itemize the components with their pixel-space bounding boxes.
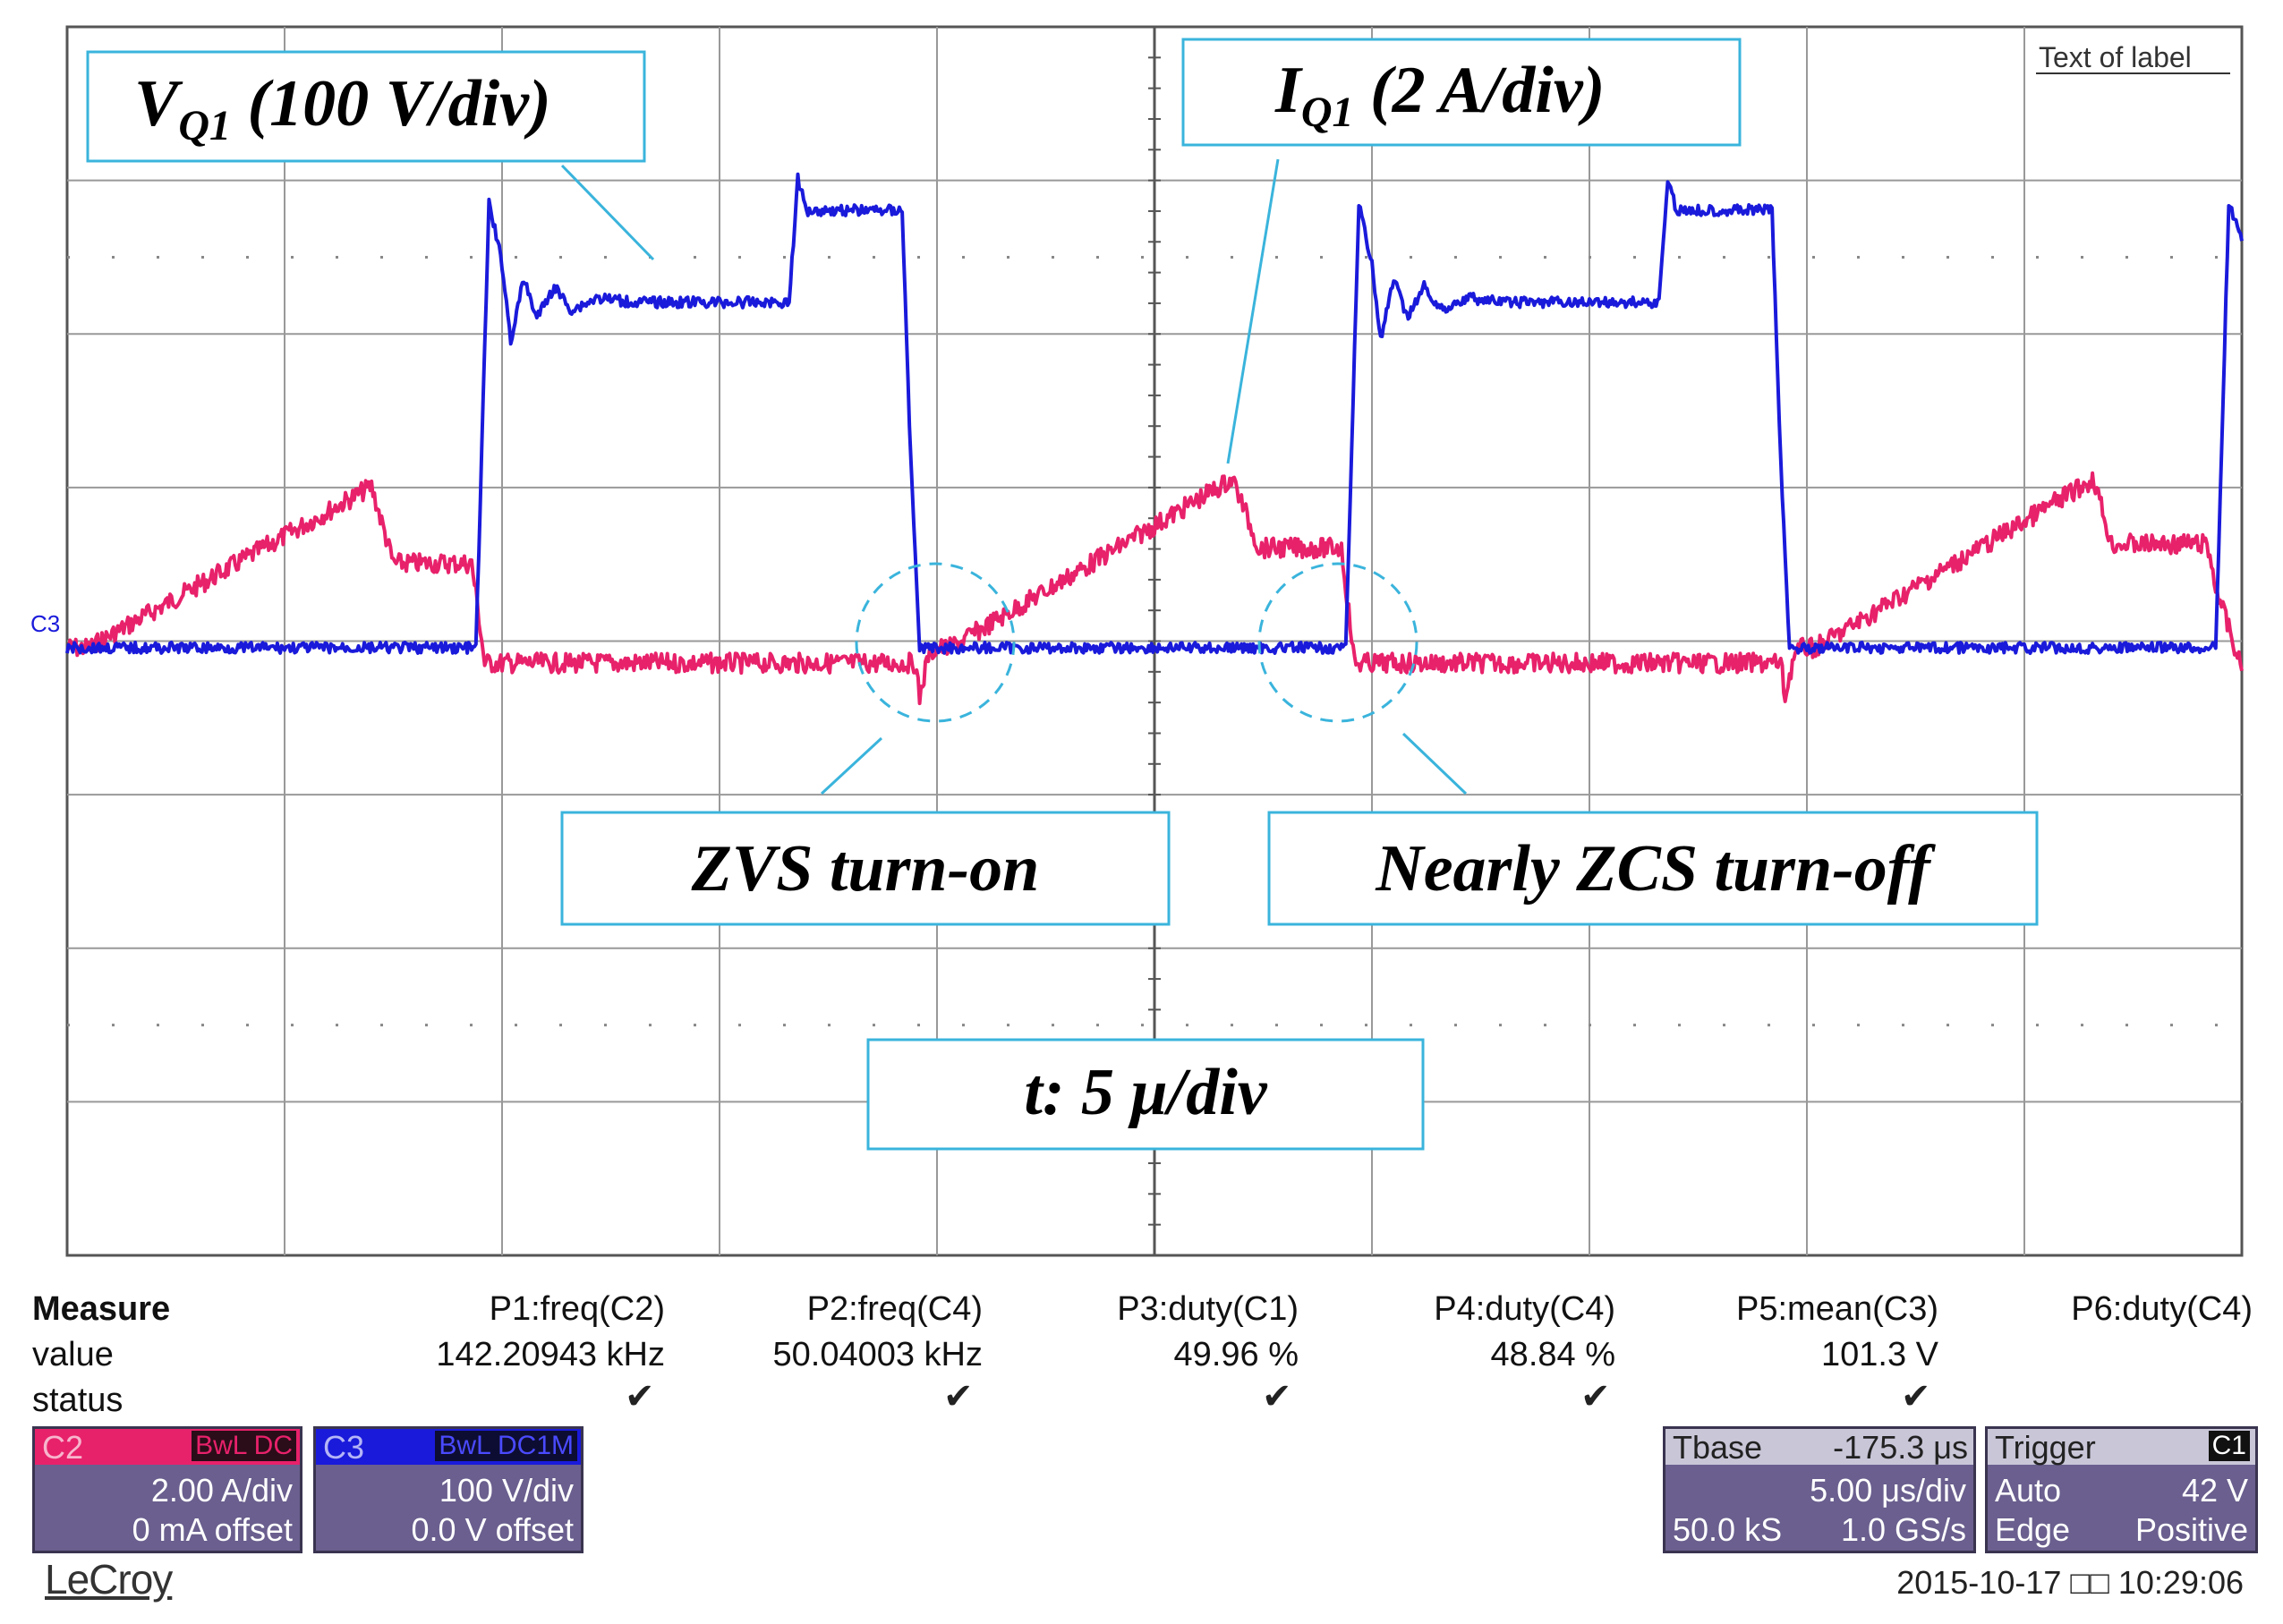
timebase-samples: 50.0 kS bbox=[1673, 1511, 1783, 1548]
corner-label: Text of label bbox=[2039, 41, 2192, 73]
status-check-icon: ✔ bbox=[1901, 1377, 1931, 1416]
param-name[interactable]: P3:duty(C1) bbox=[1117, 1290, 1299, 1328]
trigger-box[interactable]: Trigger C1 Auto 42 V Edge Positive bbox=[1985, 1426, 2258, 1553]
brand-logo: LeCroy bbox=[45, 1556, 173, 1603]
status-check-icon: ✔ bbox=[625, 1377, 655, 1416]
channel-c2-offset: 0 mA offset bbox=[132, 1511, 293, 1548]
channel-c3-flags: BwL DC1M bbox=[435, 1431, 577, 1461]
channel-c2-box[interactable]: C2 BwL DC 2.00 A/div 0 mA offset bbox=[32, 1426, 302, 1553]
param-name[interactable]: P5:mean(C3) bbox=[1736, 1290, 1938, 1328]
status-check-icon: ✔ bbox=[1262, 1377, 1292, 1416]
voltage-label-box bbox=[86, 50, 646, 163]
param-value: 101.3 V bbox=[1821, 1336, 1938, 1373]
param-name[interactable]: P4:duty(C4) bbox=[1434, 1290, 1615, 1328]
oscilloscope-screen: VQ1 (100 V/div) IQ1 (2 A/div) ZVS turn-o… bbox=[30, 25, 2244, 1266]
voltage-label: VQ1 (100 V/div) bbox=[134, 67, 551, 149]
timebase-scale: 5.00 μs/div bbox=[1810, 1472, 1966, 1509]
zvs-callout-line bbox=[820, 736, 883, 795]
param-value: 48.84 % bbox=[1490, 1336, 1615, 1373]
zcs-callout-line bbox=[1401, 732, 1468, 795]
zcs-label: Nearly ZCS turn-off bbox=[1375, 832, 1936, 906]
param-value: 50.04003 kHz bbox=[772, 1336, 984, 1373]
channel-c3-box[interactable]: C3 BwL DC1M 100 V/div 0.0 V offset bbox=[313, 1426, 584, 1553]
zcs-highlight-circle bbox=[1257, 562, 1418, 723]
channel-marker: C3 bbox=[30, 610, 60, 637]
current-trace-iq1 bbox=[65, 471, 2244, 706]
left-arrow-icon: ← bbox=[47, 1258, 73, 1266]
timebase-label: t: 5 μ/div bbox=[1024, 1056, 1267, 1129]
trigger-channel: C1 bbox=[2208, 1431, 2250, 1461]
datetime: 2015-10-17 □□ 10:29:06 bbox=[1896, 1564, 2244, 1601]
zcs-label-box bbox=[1267, 811, 2039, 926]
traces bbox=[65, 172, 2244, 706]
timebase-box[interactable]: Tbase -175.3 μs 5.00 μs/div 50.0 kS 1.0 … bbox=[1663, 1426, 1976, 1553]
param-value: 49.96 % bbox=[1173, 1336, 1299, 1373]
trigger-label: Trigger bbox=[1995, 1429, 2096, 1466]
current-label-box bbox=[1181, 38, 1742, 147]
timebase-delay: -175.3 μs bbox=[1833, 1429, 1968, 1466]
zvs-label-box bbox=[560, 811, 1171, 926]
status-check-icon: ✔ bbox=[1580, 1377, 1611, 1416]
trigger-type: Edge bbox=[1995, 1511, 2071, 1548]
trigger-slope: Positive bbox=[2134, 1511, 2248, 1548]
zvs-label: ZVS turn-on bbox=[691, 832, 1040, 906]
channel-c2-flags: BwL DC bbox=[192, 1431, 296, 1461]
zvs-highlight-circle bbox=[855, 562, 1016, 723]
measure-status-row-label: status bbox=[32, 1382, 124, 1419]
channel-c3-offset: 0.0 V offset bbox=[411, 1511, 574, 1548]
param-name[interactable]: P2:freq(C4) bbox=[806, 1290, 983, 1328]
channel-c3-id: C3 bbox=[323, 1429, 365, 1466]
trigger-level: 42 V bbox=[2181, 1472, 2248, 1509]
channel-c2-header: C2 BwL DC bbox=[35, 1429, 300, 1466]
measure-value-row-label: value bbox=[32, 1336, 114, 1373]
timebase-header: Tbase -175.3 μs bbox=[1665, 1429, 1973, 1466]
timebase-label-box bbox=[866, 1038, 1425, 1151]
current-callout-line bbox=[1226, 158, 1280, 464]
current-label: IQ1 (2 A/div) bbox=[1274, 54, 1605, 136]
param-name[interactable]: P1:freq(C2) bbox=[489, 1290, 665, 1328]
voltage-trace-vq1 bbox=[65, 172, 2244, 655]
channel-c3-scale: 100 V/div bbox=[439, 1472, 574, 1509]
param-value: 142.20943 kHz bbox=[436, 1336, 665, 1373]
trigger-mode: Auto bbox=[1995, 1472, 2062, 1509]
timebase-rate: 1.0 GS/s bbox=[1840, 1511, 1966, 1548]
timebase-label: Tbase bbox=[1673, 1429, 1763, 1466]
channel-c2-scale: 2.00 A/div bbox=[150, 1472, 293, 1509]
measure-heading: Measure bbox=[32, 1290, 171, 1328]
trigger-header: Trigger C1 bbox=[1988, 1429, 2255, 1466]
status-check-icon: ✔ bbox=[943, 1377, 974, 1416]
param-name[interactable]: P6:duty(C4) bbox=[2071, 1290, 2253, 1328]
channel-c3-header: C3 BwL DC1M bbox=[316, 1429, 581, 1466]
channel-c2-id: C2 bbox=[42, 1429, 84, 1466]
voltage-callout-line bbox=[560, 164, 655, 261]
